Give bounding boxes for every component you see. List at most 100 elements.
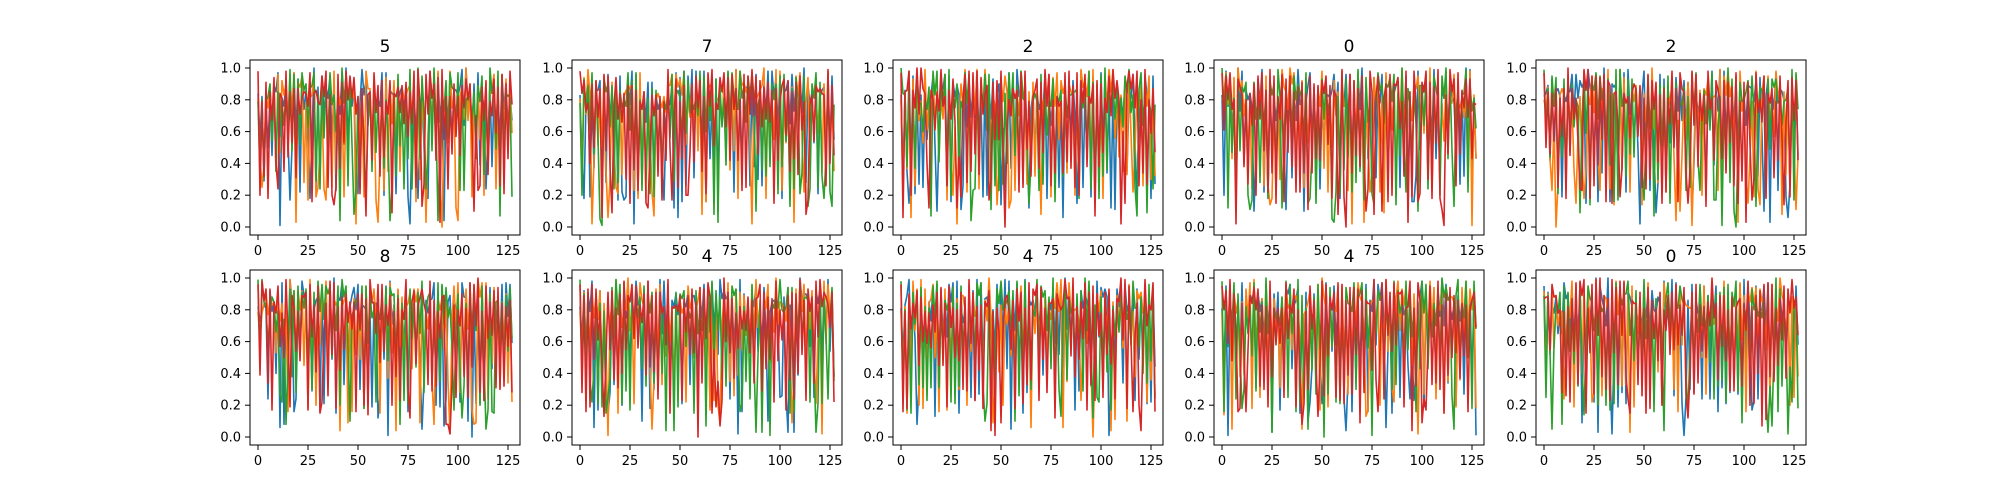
series-line-4	[900, 277, 1156, 437]
y-tick-label: 0.8	[863, 93, 884, 108]
x-tick-label: 0	[1218, 244, 1226, 259]
y-tick-label: 0.8	[1184, 303, 1205, 318]
x-tick-label: 0	[254, 454, 262, 469]
y-tick-label: 0.4	[863, 157, 884, 172]
x-tick-label: 0	[576, 244, 584, 259]
x-tick-label: 75	[400, 244, 417, 259]
subplot-10: 0 0 25 50 75 100 125 0.0 0.2 0.4 0.6 0.8 1.0	[1506, 247, 1807, 469]
subplot-9: 4 0 25 50 75 100 125 0.0 0.2 0.4 0.6 0.8 1.0	[1184, 247, 1485, 469]
subplot-title: 8	[380, 247, 391, 267]
x-tick-label: 0	[576, 454, 584, 469]
y-tick-label: 0.8	[1506, 303, 1527, 318]
y-tick-label: 0.4	[542, 367, 563, 382]
x-tick-label: 75	[400, 454, 417, 469]
x-tick-label: 100	[1410, 454, 1435, 469]
axes-frame	[892, 269, 1164, 446]
y-tick-label: 0.0	[1506, 431, 1527, 446]
x-tick-label: 25	[622, 454, 639, 469]
y-tick-label: 1.0	[1506, 62, 1527, 77]
axes-frame	[571, 269, 843, 446]
x-tick-label: 75	[1043, 454, 1060, 469]
subplot-title: 2	[1666, 37, 1677, 57]
y-tick-label: 0.0	[220, 431, 241, 446]
y-tick-label: 0.2	[220, 189, 241, 204]
x-tick-label: 25	[1264, 244, 1281, 259]
x-tick-label: 25	[943, 454, 960, 469]
axes-frame	[249, 269, 521, 446]
y-tick-label: 1.0	[863, 272, 884, 287]
y-tick-label: 0.8	[220, 303, 241, 318]
series-line-3	[1543, 67, 1799, 228]
y-tick-label: 0.0	[542, 221, 563, 236]
series-line-4	[579, 277, 835, 438]
y-tick-label: 0.4	[1184, 157, 1205, 172]
x-tick-label: 100	[768, 244, 793, 259]
x-tick-label: 25	[622, 244, 639, 259]
x-tick-label: 50	[672, 244, 689, 259]
y-tick-label: 1.0	[220, 272, 241, 287]
y-tick-label: 1.0	[542, 272, 563, 287]
x-tick-label: 25	[943, 244, 960, 259]
y-tick-label: 0.2	[1506, 189, 1527, 204]
series-line-4	[257, 68, 513, 223]
y-tick-label: 0.0	[1184, 431, 1205, 446]
subplot-4: 0 0 25 50 75 100 125 0.0 0.2 0.4 0.6 0.8 1.0	[1184, 37, 1485, 259]
x-tick-label: 50	[350, 244, 367, 259]
x-tick-label: 125	[1460, 454, 1485, 469]
x-tick-label: 50	[1636, 454, 1653, 469]
y-tick-label: 0.6	[542, 335, 563, 350]
x-tick-label: 125	[1139, 454, 1164, 469]
y-tick-label: 0.4	[1506, 157, 1527, 172]
y-tick-label: 0.8	[863, 303, 884, 318]
x-tick-label: 125	[1782, 454, 1807, 469]
y-tick-label: 0.8	[1506, 93, 1527, 108]
y-tick-label: 0.4	[542, 157, 563, 172]
x-tick-label: 50	[350, 454, 367, 469]
y-tick-label: 0.4	[220, 367, 241, 382]
y-tick-label: 0.0	[1184, 221, 1205, 236]
x-tick-label: 75	[1043, 244, 1060, 259]
x-tick-label: 0	[897, 244, 905, 259]
subplot-3: 2 0 25 50 75 100 125 0.0 0.2 0.4 0.6 0.8 1.0	[863, 37, 1164, 259]
subplot-title: 4	[702, 247, 713, 267]
y-tick-label: 0.8	[542, 93, 563, 108]
y-tick-label: 0.6	[1184, 335, 1205, 350]
x-tick-label: 125	[1139, 244, 1164, 259]
x-tick-label: 125	[496, 244, 521, 259]
y-tick-label: 0.6	[863, 125, 884, 140]
y-tick-label: 0.6	[220, 125, 241, 140]
y-tick-label: 1.0	[1184, 272, 1205, 287]
x-tick-label: 75	[1364, 454, 1381, 469]
x-tick-label: 100	[1732, 244, 1757, 259]
x-tick-label: 125	[1782, 244, 1807, 259]
x-tick-label: 125	[818, 244, 843, 259]
x-tick-label: 100	[768, 454, 793, 469]
x-tick-label: 125	[496, 454, 521, 469]
y-tick-label: 0.0	[863, 431, 884, 446]
y-tick-label: 0.2	[863, 189, 884, 204]
x-tick-label: 50	[993, 454, 1010, 469]
x-tick-label: 50	[1314, 244, 1331, 259]
axes-frame	[1213, 269, 1485, 446]
y-tick-label: 0.4	[1506, 367, 1527, 382]
x-tick-label: 50	[672, 454, 689, 469]
y-tick-label: 0.0	[542, 431, 563, 446]
y-tick-label: 0.2	[1506, 399, 1527, 414]
x-tick-label: 0	[1218, 454, 1226, 469]
series-line-4	[1543, 277, 1799, 427]
subplot-title: 0	[1666, 247, 1677, 267]
subplot-5: 2 0 25 50 75 100 125 0.0 0.2 0.4 0.6 0.8 1.0	[1506, 37, 1807, 259]
x-tick-label: 75	[1364, 244, 1381, 259]
x-tick-label: 0	[897, 454, 905, 469]
series-line-4	[1543, 67, 1799, 223]
y-tick-label: 1.0	[1184, 62, 1205, 77]
x-tick-label: 125	[818, 454, 843, 469]
y-tick-label: 0.0	[863, 221, 884, 236]
x-tick-label: 0	[1540, 454, 1548, 469]
y-tick-label: 1.0	[1506, 272, 1527, 287]
subplot-title: 4	[1023, 247, 1034, 267]
x-tick-label: 75	[722, 244, 739, 259]
y-tick-label: 1.0	[542, 62, 563, 77]
y-tick-label: 0.2	[1184, 399, 1205, 414]
y-tick-label: 0.2	[542, 189, 563, 204]
